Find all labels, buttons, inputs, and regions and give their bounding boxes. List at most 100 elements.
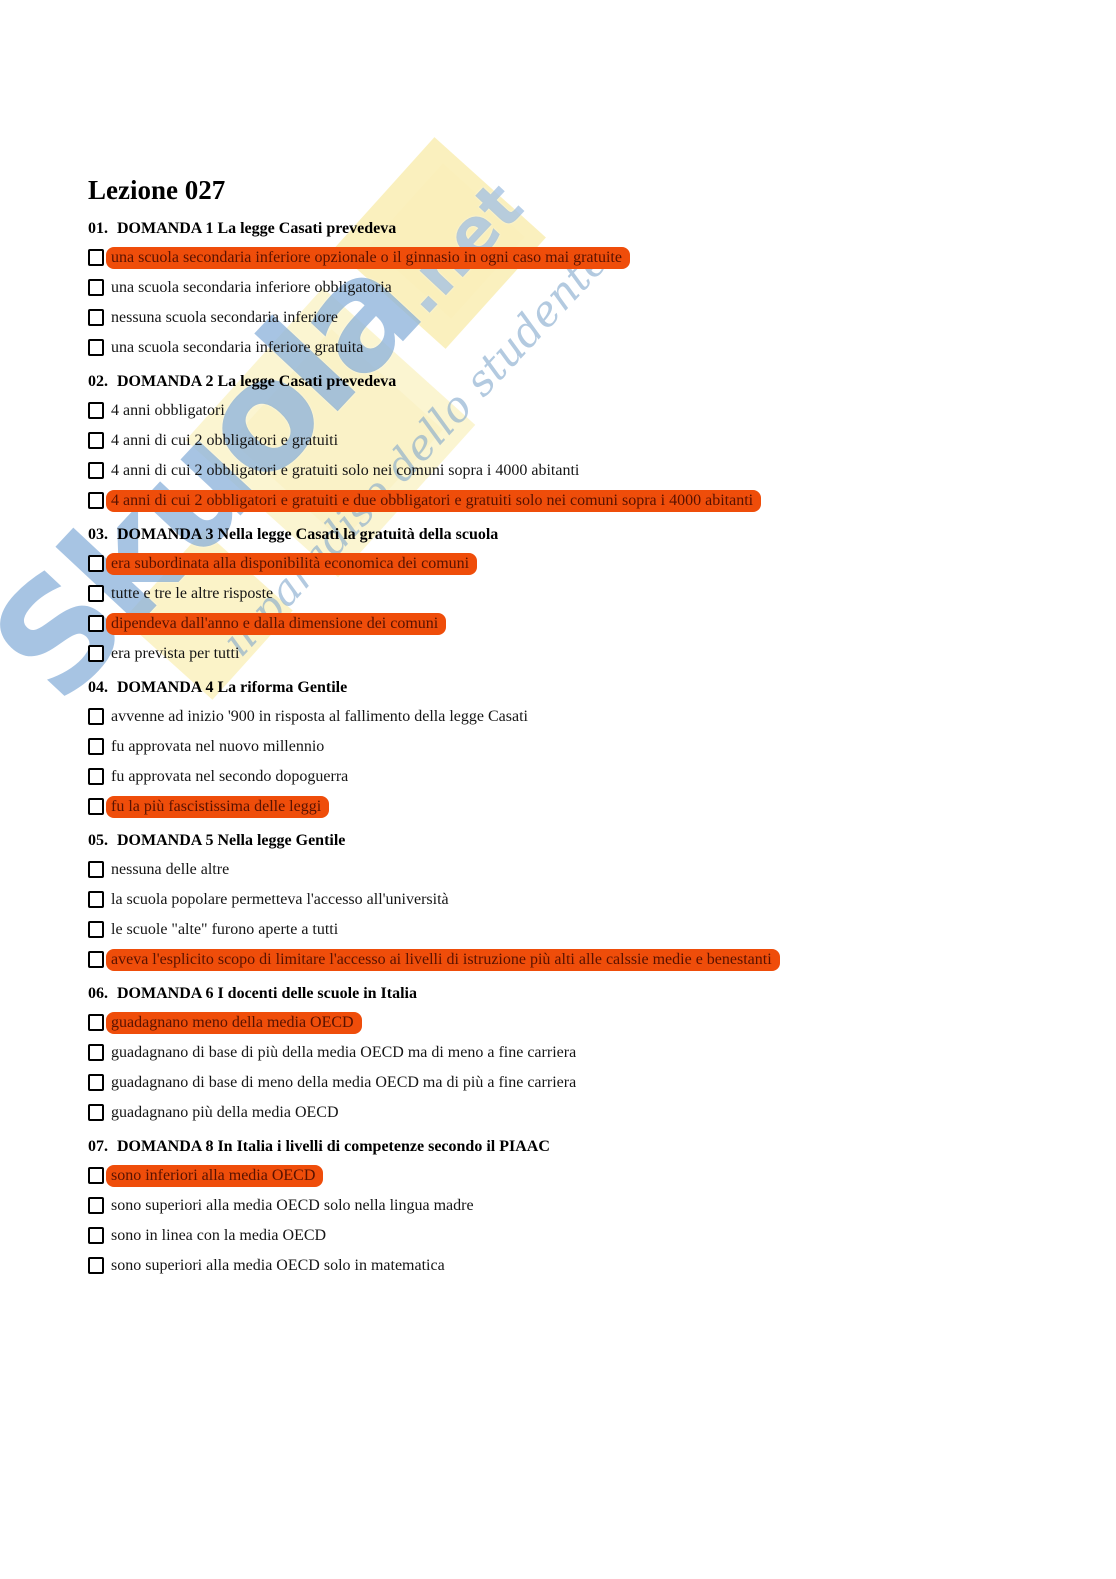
answer-option: una scuola secondaria inferiore obbligat… — [88, 277, 1076, 298]
answer-option: nessuna scuola secondaria inferiore — [88, 307, 1076, 328]
question-block: 07. DOMANDA 8 In Italia i livelli di comp… — [88, 1137, 1076, 1276]
question-number: 02. — [88, 373, 108, 390]
answer-text: le scuole "alte" furono aperte a tutti — [111, 921, 339, 938]
answer-option: fu approvata nel nuovo millennio — [88, 736, 1076, 757]
answer-option: avvenne ad inizio '900 in risposta al fa… — [88, 706, 1076, 727]
question-title: DOMANDA 2 La legge Casati prevedeva — [117, 373, 397, 390]
answer-option: 4 anni di cui 2 obbligatori e gratuiti — [88, 430, 1076, 451]
answer-checkbox[interactable] — [88, 861, 104, 878]
answer-checkbox[interactable] — [88, 951, 104, 968]
answer-option: guadagnano di base di più della media OE… — [88, 1042, 1076, 1063]
answer-checkbox[interactable] — [88, 921, 104, 938]
answer-text: aveva l'esplicito scopo di limitare l'ac… — [106, 948, 780, 971]
answer-text: una scuola secondaria inferiore obbligat… — [111, 279, 392, 296]
question-number: 03. — [88, 526, 108, 543]
answer-text: sono in linea con la media OECD — [111, 1227, 327, 1244]
question-title: DOMANDA 4 La riforma Gentile — [117, 679, 348, 696]
answer-checkbox[interactable] — [88, 1104, 104, 1121]
question-heading: 06. DOMANDA 6 I docenti delle scuole in I… — [88, 984, 1076, 1004]
answer-text: era subordinata alla disponibilità econo… — [106, 552, 478, 575]
answer-checkbox[interactable] — [88, 615, 104, 632]
answer-option: 4 anni di cui 2 obbligatori e gratuiti e… — [88, 489, 1076, 512]
answer-option: sono superiori alla media OECD solo nell… — [88, 1195, 1076, 1216]
answer-checkbox[interactable] — [88, 339, 104, 356]
answer-text: fu approvata nel secondo dopoguerra — [111, 768, 349, 785]
answer-checkbox[interactable] — [88, 1074, 104, 1091]
answer-option: la scuola popolare permetteva l'accesso … — [88, 889, 1076, 910]
answer-option: sono superiori alla media OECD solo in m… — [88, 1255, 1076, 1276]
answer-text: dipendeva dall'anno e dalla dimensione d… — [106, 612, 447, 635]
question-title: DOMANDA 1 La legge Casati prevedeva — [117, 220, 397, 237]
answer-checkbox[interactable] — [88, 585, 104, 602]
answer-checkbox[interactable] — [88, 462, 104, 479]
answer-option: sono inferiori alla media OECD — [88, 1164, 1076, 1187]
answer-text: guadagnano meno della media OECD — [106, 1011, 362, 1034]
answer-text: tutte e tre le altre risposte — [111, 585, 274, 602]
answer-option: fu approvata nel secondo dopoguerra — [88, 766, 1076, 787]
question-heading: 02. DOMANDA 2 La legge Casati prevedeva — [88, 372, 1076, 392]
answer-checkbox[interactable] — [88, 1197, 104, 1214]
document-content: Lezione 027 01. DOMANDA 1 La legge Casati… — [88, 177, 1076, 1276]
answer-option: le scuole "alte" furono aperte a tutti — [88, 919, 1076, 940]
answer-checkbox[interactable] — [88, 798, 104, 815]
answer-option: tutte e tre le altre risposte — [88, 583, 1076, 604]
answer-checkbox[interactable] — [88, 891, 104, 908]
answer-checkbox[interactable] — [88, 768, 104, 785]
answer-text: nessuna scuola secondaria inferiore — [111, 309, 339, 326]
answer-checkbox[interactable] — [88, 279, 104, 296]
answer-checkbox[interactable] — [88, 1167, 104, 1184]
answer-option: guadagnano più della media OECD — [88, 1102, 1076, 1123]
answer-text: 4 anni di cui 2 obbligatori e gratuiti s… — [111, 462, 580, 479]
question-title: DOMANDA 5 Nella legge Gentile — [117, 832, 346, 849]
answer-option: era prevista per tutti — [88, 643, 1076, 664]
question-heading: 01. DOMANDA 1 La legge Casati prevedeva — [88, 219, 1076, 239]
question-heading: 03. DOMANDA 3 Nella legge Casati la gratu… — [88, 525, 1076, 545]
answer-checkbox[interactable] — [88, 645, 104, 662]
answer-text: la scuola popolare permetteva l'accesso … — [111, 891, 449, 908]
answer-text: avvenne ad inizio '900 in risposta al fa… — [111, 708, 528, 725]
question-heading: 04. DOMANDA 4 La riforma Gentile — [88, 678, 1076, 698]
answer-checkbox[interactable] — [88, 492, 104, 509]
answer-checkbox[interactable] — [88, 1227, 104, 1244]
answer-option: aveva l'esplicito scopo di limitare l'ac… — [88, 948, 1076, 971]
answer-checkbox[interactable] — [88, 1014, 104, 1031]
answer-checkbox[interactable] — [88, 555, 104, 572]
answer-option: sono in linea con la media OECD — [88, 1225, 1076, 1246]
question-title: DOMANDA 6 I docenti delle scuole in Ital… — [117, 985, 417, 1002]
question-title: DOMANDA 3 Nella legge Casati la gratuità… — [117, 526, 499, 543]
answer-text: 4 anni obbligatori — [111, 402, 225, 419]
answer-checkbox[interactable] — [88, 309, 104, 326]
question-number: 06. — [88, 985, 108, 1002]
answer-checkbox[interactable] — [88, 249, 104, 266]
answer-text: 4 anni di cui 2 obbligatori e gratuiti e… — [106, 489, 762, 512]
answer-option: era subordinata alla disponibilità econo… — [88, 552, 1076, 575]
question-number: 01. — [88, 220, 108, 237]
answer-option: guadagnano meno della media OECD — [88, 1011, 1076, 1034]
answer-option: 4 anni di cui 2 obbligatori e gratuiti s… — [88, 460, 1076, 481]
question-block: 04. DOMANDA 4 La riforma Gentile avvenne … — [88, 678, 1076, 818]
question-number: 07. — [88, 1138, 108, 1155]
question-number: 04. — [88, 679, 108, 696]
answer-option: nessuna delle altre — [88, 859, 1076, 880]
question-block: 03. DOMANDA 3 Nella legge Casati la gratu… — [88, 525, 1076, 664]
answer-option: una scuola secondaria inferiore gratuita — [88, 337, 1076, 358]
answer-text: nessuna delle altre — [111, 861, 230, 878]
answer-text: 4 anni di cui 2 obbligatori e gratuiti — [111, 432, 339, 449]
answer-text: guadagnano più della media OECD — [111, 1104, 339, 1121]
answer-checkbox[interactable] — [88, 402, 104, 419]
question-heading: 07. DOMANDA 8 In Italia i livelli di comp… — [88, 1137, 1076, 1157]
answer-checkbox[interactable] — [88, 1044, 104, 1061]
answer-text: una scuola secondaria inferiore opzional… — [106, 246, 630, 269]
answer-checkbox[interactable] — [88, 1257, 104, 1274]
question-number: 05. — [88, 832, 108, 849]
answer-checkbox[interactable] — [88, 708, 104, 725]
answer-checkbox[interactable] — [88, 432, 104, 449]
answer-option: guadagnano di base di meno della media O… — [88, 1072, 1076, 1093]
question-block: 01. DOMANDA 1 La legge Casati prevedeva u… — [88, 219, 1076, 358]
answer-option: fu la più fascistissima delle leggi — [88, 795, 1076, 818]
answer-text: sono superiori alla media OECD solo nell… — [111, 1197, 474, 1214]
answer-option: dipendeva dall'anno e dalla dimensione d… — [88, 612, 1076, 635]
answer-text: era prevista per tutti — [111, 645, 240, 662]
answer-checkbox[interactable] — [88, 738, 104, 755]
